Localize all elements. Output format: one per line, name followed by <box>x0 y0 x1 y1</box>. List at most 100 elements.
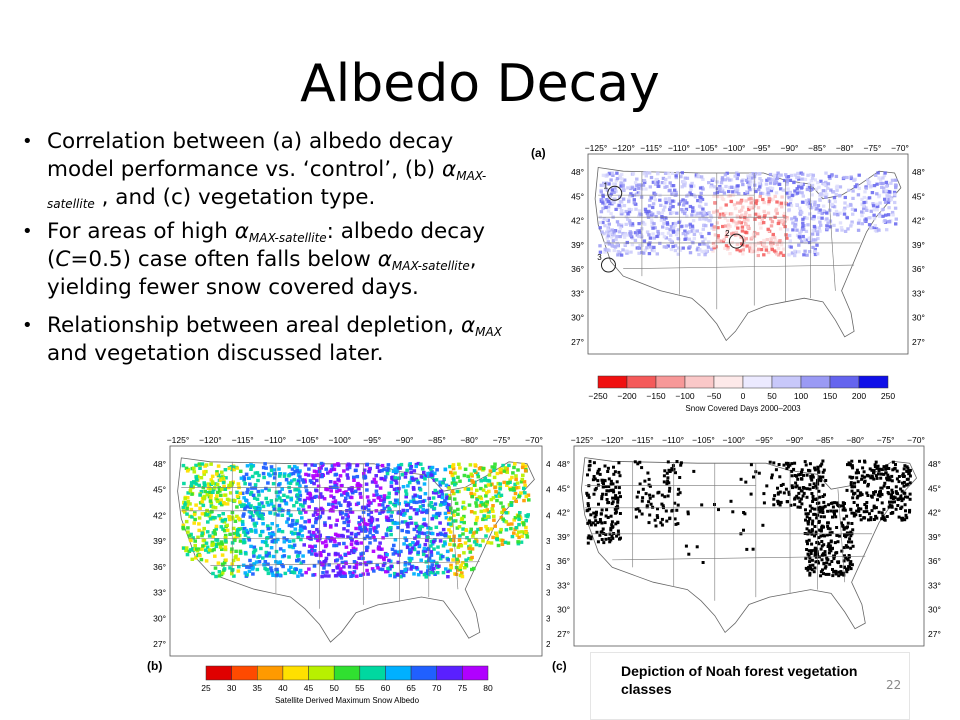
map-a-data-cell <box>622 233 626 237</box>
map-c-forest-cell <box>846 521 850 525</box>
map-b-data-cell <box>405 503 409 507</box>
map-b-data-cell <box>473 511 477 515</box>
map-c-forest-cell <box>794 481 798 485</box>
map-a-data-cell <box>805 202 809 206</box>
map-b-data-cell <box>443 540 447 544</box>
map-b-data-cell <box>365 522 370 527</box>
map-b-data-cell <box>449 538 453 542</box>
map-b-data-cell <box>189 484 194 488</box>
map-b-data-cell <box>408 543 413 547</box>
map-b-data-cell <box>506 541 511 545</box>
map-a-data-cell <box>824 183 828 188</box>
map-b-data-cell <box>372 535 376 540</box>
map-c-forest-cell <box>614 522 618 526</box>
map-b-data-cell <box>475 497 480 502</box>
map-b-data-cell <box>490 507 494 511</box>
map-c-lon-tick-label: −80° <box>846 435 864 445</box>
map-b-data-cell <box>381 536 385 540</box>
map-b-data-cell <box>258 533 263 538</box>
map-b-data-cell <box>308 479 313 483</box>
map-a-data-cell <box>780 205 784 209</box>
map-c-lat-tick-right: 42° <box>928 508 941 518</box>
map-b-data-cell <box>414 566 419 570</box>
map-a-data-cell <box>702 210 706 214</box>
map-a-lat-tick-right: 42° <box>912 216 925 226</box>
map-b-data-cell <box>242 477 246 481</box>
map-b-data-cell <box>213 506 218 510</box>
map-b-data-cell <box>354 532 358 537</box>
map-a-data-cell <box>642 178 647 183</box>
map-b-data-cell <box>404 538 409 542</box>
map-c-forest-cell <box>813 534 816 538</box>
map-b-data-cell <box>426 525 430 530</box>
map-b-data-cell <box>469 472 474 476</box>
map-c-forest-cell <box>596 471 600 475</box>
map-a-data-cell <box>762 201 766 205</box>
map-c-lat-tick-right: 48° <box>928 459 941 469</box>
map-b-colorbar-tick: 35 <box>253 683 263 693</box>
map-a-data-cell <box>664 201 668 205</box>
map-b-data-cell <box>295 554 300 558</box>
map-c-forest-cell <box>792 467 796 471</box>
map-b-data-cell <box>282 493 286 497</box>
map-c-forest-cell <box>786 465 790 469</box>
map-c-forest-cell <box>897 475 901 478</box>
map-a-data-cell <box>762 221 766 225</box>
map-b-data-cell <box>465 536 469 540</box>
map-c-forest-cell <box>904 509 907 513</box>
map-a-data-cell <box>777 219 781 223</box>
map-c-forest-cell <box>813 466 817 470</box>
map-b-data-cell <box>451 466 456 471</box>
map-a-data-cell <box>698 199 703 203</box>
map-c-forest-cell <box>816 560 820 563</box>
map-c-forest-cell <box>894 485 898 489</box>
map-b-data-cell <box>409 549 413 554</box>
map-a-data-cell <box>647 252 652 256</box>
map-b-data-cell <box>197 462 202 466</box>
map-b-data-cell <box>220 547 224 551</box>
map-c-forest-cell <box>806 568 810 572</box>
map-c-lon-tick-label: −85° <box>816 435 834 445</box>
map-c-forest-cell <box>776 499 780 503</box>
map-b-data-cell <box>394 481 399 485</box>
map-b-data-cell <box>297 507 301 511</box>
map-b-data-cell <box>488 483 493 487</box>
map-b-data-cell <box>328 525 333 529</box>
map-b-data-cell <box>367 518 372 523</box>
map-a-data-cell <box>665 185 669 189</box>
map-b-data-cell <box>379 498 383 502</box>
map-b-data-cell <box>221 512 225 516</box>
map-b-data-cell <box>524 519 528 523</box>
map-b-data-cell <box>251 514 255 518</box>
map-b-data-cell <box>288 481 293 485</box>
map-a-data-cell <box>743 245 747 249</box>
map-a-data-cell <box>878 178 883 182</box>
map-c-forest-cell <box>874 506 878 510</box>
map-b-data-cell <box>248 565 253 569</box>
map-a-data-cell <box>604 218 609 222</box>
map-b-data-cell <box>285 495 290 499</box>
map-b-data-cell <box>498 468 502 472</box>
map-c-forest-cell <box>765 484 769 488</box>
map-c-forest-cell <box>604 537 608 541</box>
map-c-forest-cell <box>817 542 821 546</box>
map-c-forest-cell <box>820 524 824 528</box>
map-b-data-cell <box>284 502 289 506</box>
panel-a-map: −125° −120° −115° −110° −105° −100° −95° −90° −8… <box>528 138 954 430</box>
bullet-item: • Relationship between areal depletion, … <box>22 312 514 368</box>
map-a-data-cell <box>680 224 684 228</box>
map-a-data-cell <box>706 245 711 249</box>
map-b-data-cell <box>437 511 442 516</box>
map-b-data-cell <box>448 522 453 526</box>
map-c-forest-cell <box>761 523 765 527</box>
map-c-forest-cell <box>616 496 620 500</box>
map-c-forest-cell <box>617 491 621 495</box>
map-b-data-cell <box>294 500 299 504</box>
map-b-data-cell <box>382 497 387 501</box>
map-b-data-cell <box>420 510 424 514</box>
map-a-data-cell <box>863 190 867 194</box>
map-a-data-cell <box>862 207 866 211</box>
map-b-data-cell <box>295 482 299 486</box>
map-c-forest-cell <box>847 540 850 544</box>
map-b-data-cell <box>189 507 194 512</box>
